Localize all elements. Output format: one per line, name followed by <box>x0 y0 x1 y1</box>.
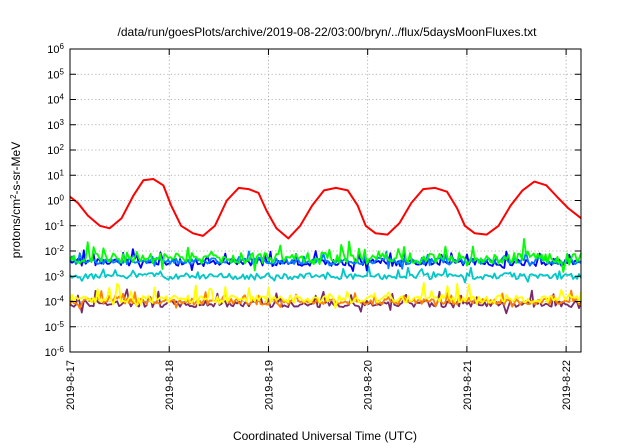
x-tick-label: 2019-8-18 <box>164 360 176 410</box>
y-tick-label: 10-1 <box>45 218 65 233</box>
y-tick-label: 10-4 <box>45 294 65 309</box>
y-tick-label: 10-5 <box>45 319 65 334</box>
chart-title: /data/run/goesPlots/archive/2019-08-22/0… <box>118 25 538 39</box>
x-tick-label: 2019-8-17 <box>65 360 77 410</box>
series-line-orange <box>69 289 582 310</box>
series-line-yellow <box>69 282 582 309</box>
y-tick-label: 10-6 <box>45 345 65 360</box>
axis-ticks: 106 105 104 103 102 101 100 10-1 10-2 10-3 10-4 10-… <box>45 42 581 410</box>
y-tick-label: 101 <box>47 168 64 183</box>
y-tick-label: 100 <box>47 193 64 208</box>
y-tick-label: 106 <box>47 42 64 57</box>
series-layer <box>69 178 582 315</box>
x-tick-label: 2019-8-21 <box>462 360 474 410</box>
x-tick-label: 2019-8-19 <box>263 360 275 410</box>
y-tick-label: 105 <box>47 67 64 82</box>
series-line-green <box>69 238 582 273</box>
y-tick-label: 10-3 <box>45 269 65 284</box>
y-axis-label: protons/cm2-s-sr-MeV <box>9 142 24 258</box>
series-line-red <box>69 178 582 240</box>
x-tick-label: 2019-8-20 <box>363 360 375 410</box>
x-tick-label: 2019-8-22 <box>561 360 573 410</box>
y-tick-label: 104 <box>47 92 64 107</box>
y-tick-label: 10-2 <box>45 244 65 259</box>
y-tick-label: 103 <box>47 117 64 132</box>
y-tick-label: 102 <box>47 143 64 158</box>
series-line-cyan <box>69 265 582 284</box>
x-axis-label: Coordinated Universal Time (UTC) <box>233 429 417 443</box>
series-line-lightblue <box>69 250 582 270</box>
